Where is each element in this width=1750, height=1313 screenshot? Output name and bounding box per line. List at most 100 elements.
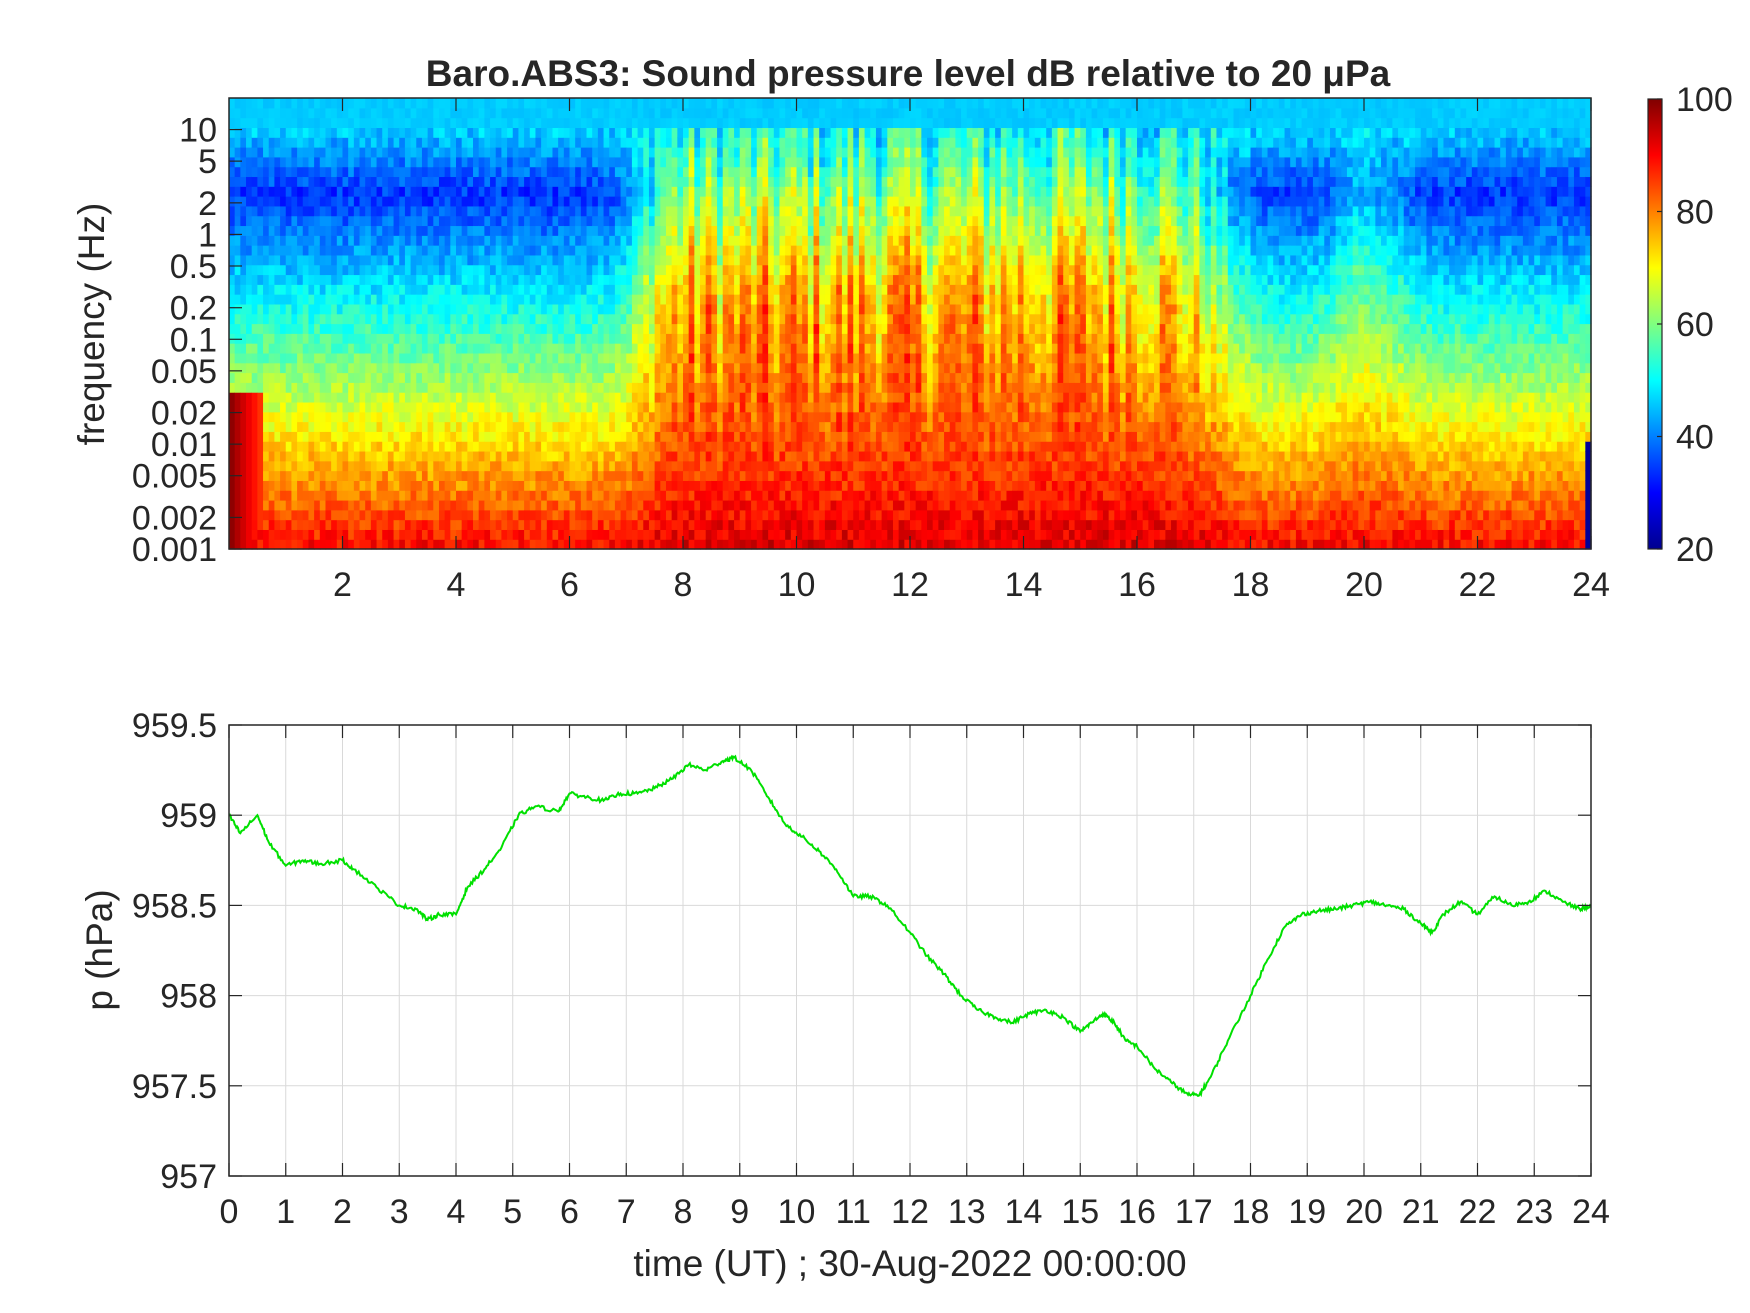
spectrogram-cell: [819, 313, 826, 325]
spectrogram-cell: [404, 264, 412, 276]
spectrogram-cell: [552, 539, 559, 550]
spectrogram-cell: [297, 333, 304, 344]
spectrogram-cell: [807, 480, 815, 491]
spectrogram-cell: [399, 539, 406, 550]
spectrogram-cell: [683, 186, 690, 197]
spectrogram-cell: [711, 245, 718, 256]
spectrogram-cell: [824, 529, 832, 540]
spectrogram-cell: [353, 392, 361, 403]
spectrogram-cell: [484, 176, 491, 187]
spectrogram-cell: [308, 539, 315, 550]
spectrogram-cell: [478, 127, 485, 138]
spectrogram-cell: [824, 352, 832, 364]
spectrogram-cell: [274, 166, 281, 178]
spectrogram-cell: [739, 323, 747, 334]
spectrogram-cell: [841, 274, 849, 285]
spectrogram-cell: [529, 294, 537, 305]
spectrogram-cell: [319, 323, 327, 334]
spectrogram-cell: [501, 215, 508, 227]
spectrogram-cell: [319, 460, 327, 472]
spectrogram-cell: [717, 411, 724, 423]
spectrogram-cell: [796, 176, 803, 187]
spectrogram-cell: [529, 382, 537, 393]
spectrogram-cell: [507, 196, 514, 207]
spectrogram-cell: [529, 431, 537, 442]
spectrogram-cell: [416, 441, 423, 452]
spectrogram-cell: [416, 303, 423, 315]
spectrogram-cell: [229, 117, 236, 129]
spectrogram-cell: [467, 294, 474, 305]
spectrogram-cell: [246, 98, 253, 109]
spectrogram-cell: [631, 117, 639, 129]
spectrogram-cell: [563, 343, 571, 354]
spectrogram-cell: [297, 107, 304, 119]
spectrogram-cell: [376, 382, 383, 393]
spectrogram-cell: [717, 235, 724, 246]
spectrogram-cell: [484, 107, 491, 119]
spectrogram-cell: [552, 490, 559, 501]
spectrogram-cell: [353, 166, 361, 178]
spectrogram-cell: [342, 519, 349, 530]
spectrogram-cell: [603, 352, 610, 364]
spectrogram-cell: [705, 529, 712, 540]
spectrogram-cell: [569, 421, 576, 432]
spectrogram-cell: [603, 205, 610, 217]
spectrogram-cell: [268, 303, 275, 315]
spectrogram-cell: [841, 450, 849, 462]
spectrogram-cell: [790, 392, 798, 403]
spectrogram-cell: [473, 392, 480, 403]
spectrogram-cell: [507, 205, 514, 217]
spectrogram-cell: [796, 509, 803, 521]
spectrogram-cell: [705, 431, 712, 442]
spectrogram-cell: [762, 186, 769, 197]
spectrogram-cell: [609, 450, 616, 462]
spectrogram-cell: [268, 98, 275, 109]
spectrogram-cell: [359, 147, 366, 158]
spectrogram-cell: [484, 362, 491, 374]
spectrogram-cell: [433, 225, 440, 236]
spectrogram-cell: [524, 499, 531, 511]
spectrogram-cell: [246, 303, 253, 315]
spectrogram-cell: [359, 382, 366, 393]
spectrogram-cell: [251, 303, 258, 315]
spectrogram-cell: [268, 156, 275, 168]
spectrogram-cell: [609, 137, 616, 148]
spectrogram-cell: [512, 264, 520, 276]
spectrogram-cell: [722, 186, 729, 197]
spectrogram-cell: [246, 411, 253, 423]
spectrogram-cell: [620, 235, 627, 246]
spectrogram-cell: [433, 519, 440, 530]
spectrogram-cell: [819, 254, 826, 266]
spectrogram-cell: [711, 352, 718, 364]
spectrogram-cell: [404, 147, 412, 158]
spectrogram-cell: [342, 539, 349, 550]
spectrogram-cell: [739, 264, 747, 276]
spectrogram-cell: [507, 98, 514, 109]
spectrogram-cell: [342, 411, 349, 423]
spectrogram-cell: [660, 539, 667, 550]
spectrogram-cell: [552, 499, 559, 511]
spectrogram-cell: [393, 470, 400, 481]
spectrogram-cell: [739, 313, 747, 325]
spectrogram-cell: [660, 264, 667, 276]
spectrogram-cell: [700, 441, 707, 452]
spectrogram-cell: [683, 235, 690, 246]
spectrogram-cell: [495, 264, 502, 276]
spectrogram-cell: [739, 205, 747, 217]
spectrogram-cell: [461, 480, 468, 491]
spectrogram-cell: [450, 352, 457, 364]
spectrogram-cell: [541, 333, 548, 344]
spectrogram-cell: [654, 499, 661, 511]
spectrogram-cell: [660, 245, 667, 256]
spectrogram-cell: [830, 480, 837, 491]
spectrogram-cell: [677, 372, 684, 383]
spectrogram-cell: [501, 117, 508, 129]
spectrogram-cell: [524, 411, 531, 423]
spectrogram-cell: [518, 509, 525, 521]
spectrogram-cell: [274, 294, 281, 305]
spectrogram-cell: [325, 235, 332, 246]
spectrogram-cell: [416, 392, 423, 403]
spectrogram-cell: [751, 225, 758, 236]
spectrogram-cell: [393, 274, 400, 285]
spectrogram-cell: [314, 490, 321, 501]
